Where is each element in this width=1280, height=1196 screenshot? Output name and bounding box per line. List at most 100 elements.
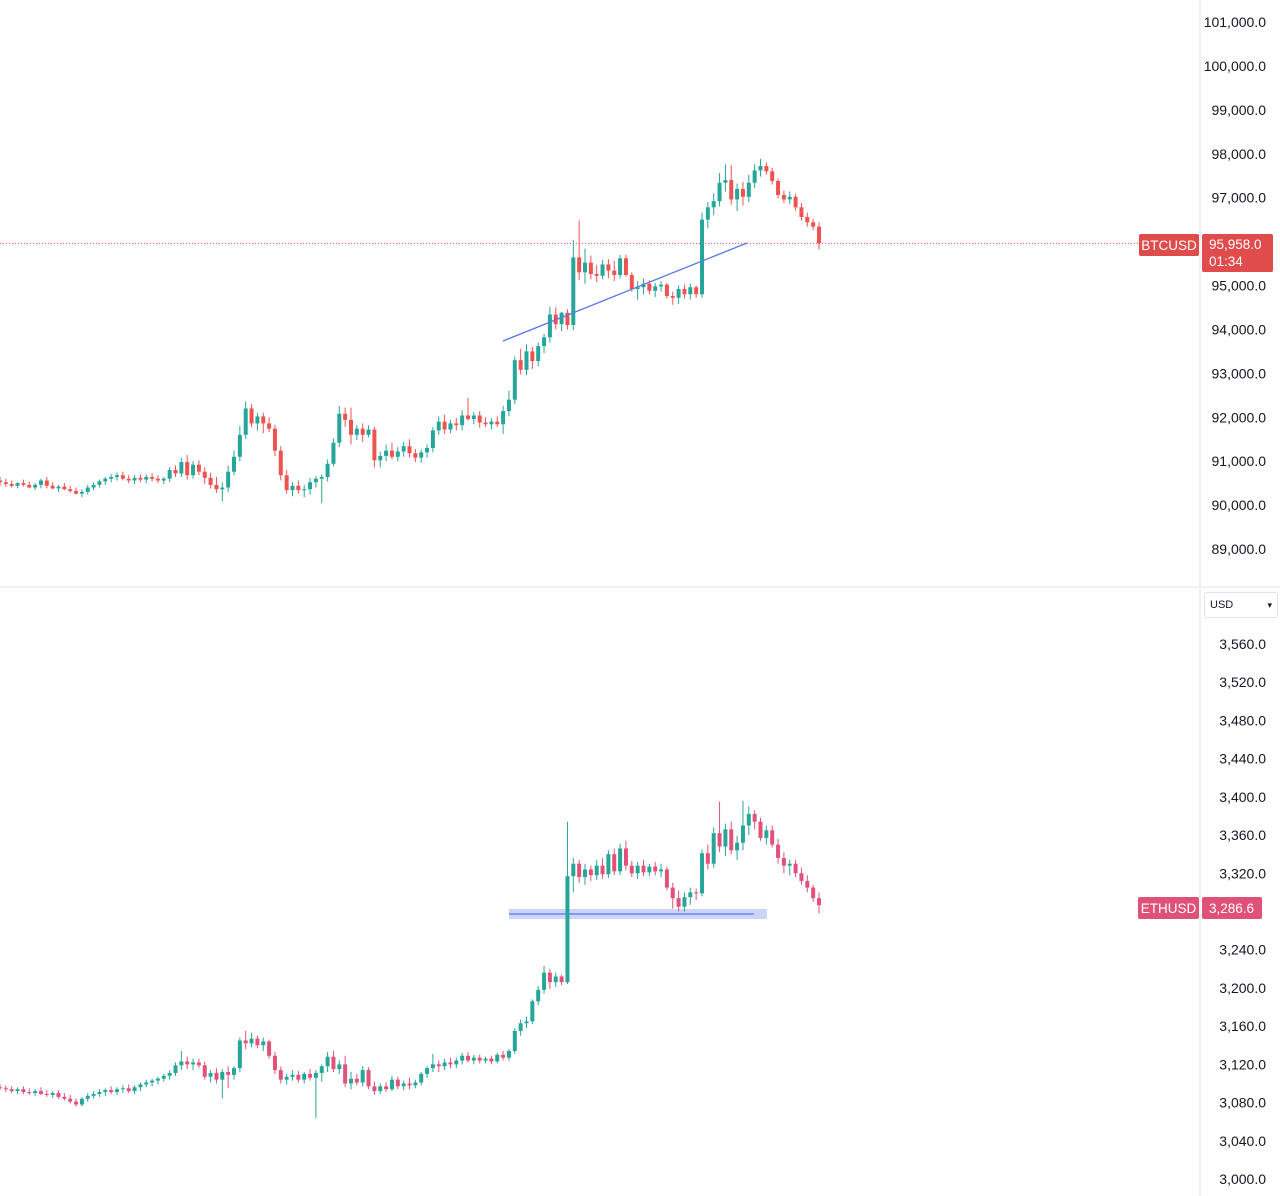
eth-candle-body: [290, 1074, 295, 1077]
eth-candle: [571, 858, 576, 893]
eth-candle-body: [559, 976, 564, 983]
eth-y-tick-label: 3,520.0: [1219, 674, 1266, 690]
eth-candle-body: [161, 1075, 166, 1079]
btc-candle-body: [220, 487, 225, 490]
eth-candle: [430, 1053, 435, 1072]
eth-candle: [296, 1071, 301, 1083]
eth-candle-body: [85, 1095, 90, 1099]
eth-candle-body: [752, 814, 757, 822]
btc-candle: [641, 278, 646, 295]
btc-candle: [319, 474, 324, 504]
eth-candle-body: [378, 1086, 383, 1092]
btc-candle: [623, 254, 628, 277]
eth-candle-body: [454, 1060, 459, 1065]
btc-candle-body: [202, 471, 207, 478]
eth-candle: [530, 999, 535, 1025]
eth-candle: [635, 861, 640, 880]
btc-candle-body: [9, 484, 14, 486]
eth-candle: [313, 1070, 318, 1118]
btc-candle-body: [477, 415, 482, 423]
btc-candle-body: [302, 489, 307, 491]
eth-candle-body: [27, 1092, 32, 1094]
eth-candle-body: [436, 1064, 441, 1067]
eth-candle: [232, 1066, 236, 1080]
eth-candle: [495, 1052, 500, 1064]
eth-candle: [606, 850, 611, 879]
btc-candle-body: [3, 482, 8, 485]
btc-candle: [711, 193, 716, 216]
eth-candle-body: [9, 1089, 14, 1092]
eth-candle: [161, 1073, 166, 1082]
eth-candle-body: [56, 1093, 61, 1097]
eth-candle: [565, 821, 570, 985]
eth-candle-body: [781, 858, 786, 866]
btc-candle-body: [536, 346, 541, 362]
eth-candle-body: [664, 869, 669, 888]
eth-candle-body: [68, 1098, 73, 1102]
currency-select[interactable]: USD ▾: [1204, 592, 1278, 618]
eth-price-axis[interactable]: 3,560.0 3,520.0 3,480.0 3,440.0 3,400.0 3,360…: [1199, 588, 1266, 1196]
btc-price-axis[interactable]: 101,000.0 100,000.0 99,000.0 98,000.0 97,000…: [1199, 0, 1266, 586]
btc-candle: [559, 311, 564, 332]
eth-candle-body: [735, 842, 740, 851]
btc-candle-body: [542, 337, 547, 347]
eth-candle: [173, 1062, 178, 1076]
btc-candle: [635, 281, 640, 300]
eth-candle: [729, 821, 734, 855]
btc-candle: [50, 482, 55, 490]
eth-y-tick-label: 3,240.0: [1219, 942, 1266, 958]
eth-candle: [752, 810, 757, 830]
btc-candle-body: [483, 422, 488, 425]
btc-candle: [191, 461, 196, 479]
eth-candle: [0, 1084, 2, 1091]
eth-candle: [594, 859, 599, 880]
btc-candle: [547, 306, 552, 343]
btc-candle-body: [161, 478, 166, 481]
eth-candle-body: [682, 897, 687, 907]
btc-candle-body: [653, 286, 658, 291]
btc-candle: [612, 260, 617, 282]
eth-candle: [360, 1066, 365, 1087]
eth-candle-body: [44, 1093, 49, 1095]
eth-candle: [641, 859, 646, 877]
eth-candle: [764, 825, 769, 845]
btc-pane[interactable]: [0, 159, 1138, 504]
btc-candle: [220, 482, 225, 502]
currency-select-value: USD: [1210, 599, 1234, 611]
eth-candle-body: [79, 1098, 84, 1105]
eth-candle: [717, 801, 722, 853]
eth-candle: [770, 825, 775, 848]
eth-candle: [97, 1089, 102, 1097]
eth-candle: [799, 867, 804, 885]
btc-candle: [395, 447, 400, 462]
eth-y-tick-label: 3,040.0: [1219, 1133, 1266, 1149]
btc-candle: [232, 450, 236, 476]
btc-candle: [618, 254, 623, 279]
btc-candle: [506, 390, 511, 417]
btc-candle: [3, 478, 8, 487]
btc-candle: [313, 476, 318, 488]
btc-y-tick-label: 100,000.0: [1204, 58, 1266, 74]
btc-candle-body: [343, 413, 348, 420]
eth-candle: [115, 1087, 119, 1095]
btc-trendline[interactable]: [502, 242, 748, 342]
eth-candle: [290, 1070, 295, 1081]
eth-candle: [21, 1086, 26, 1094]
eth-candle-body: [817, 898, 821, 906]
eth-candle-body: [600, 865, 605, 875]
eth-candle: [372, 1081, 377, 1095]
btc-candle: [56, 484, 61, 492]
btc-candle-body: [700, 219, 704, 295]
btc-candle-body: [817, 226, 821, 244]
btc-candle-body: [729, 180, 734, 200]
eth-candle: [600, 858, 605, 880]
btc-candle: [155, 475, 160, 484]
eth-candle: [144, 1079, 149, 1088]
btc-candle-body: [547, 314, 552, 338]
btc-candle: [495, 416, 500, 427]
eth-pane[interactable]: [0, 800, 821, 1118]
btc-candle-body: [308, 482, 313, 490]
eth-candle: [746, 806, 751, 836]
eth-candle-body: [787, 863, 792, 866]
